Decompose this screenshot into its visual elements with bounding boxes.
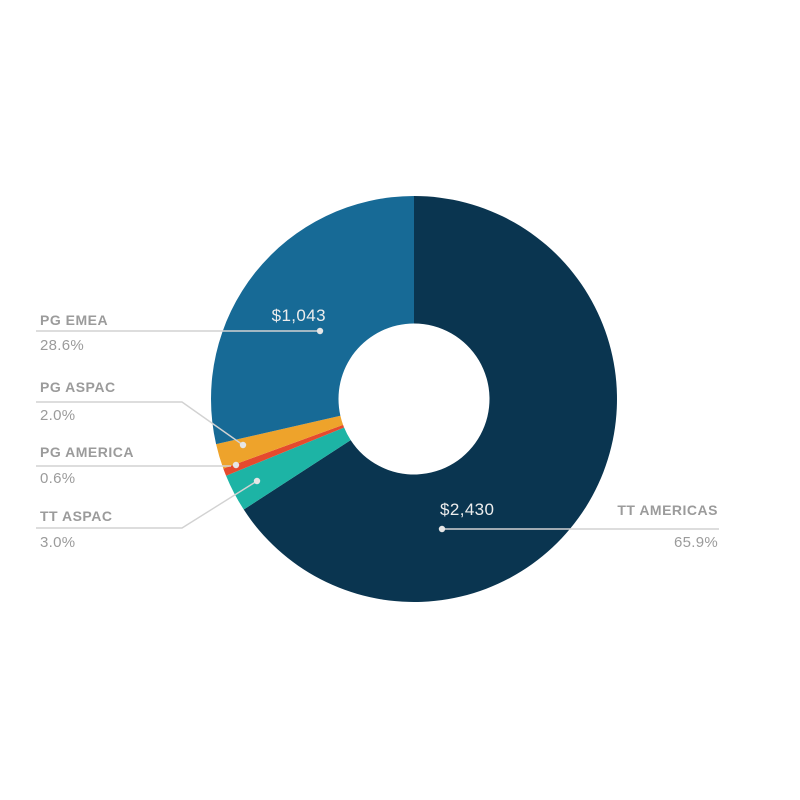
leader-dot-tt-americas [438, 525, 446, 533]
leader-dot-pg-america [232, 461, 240, 469]
pct-pg-aspac: 2.0% [40, 407, 76, 424]
pct-tt-aspac: 3.0% [40, 534, 76, 551]
leader-dot-pg-emea [316, 327, 324, 335]
label-pg-america: PG AMERICA [40, 444, 134, 460]
pct-tt-americas: 65.9% [673, 534, 718, 551]
value-label-pg-emea: $1,043 [271, 306, 326, 325]
label-tt-americas: TT AMERICAS [617, 502, 718, 518]
value-label-tt-americas: $2,430 [440, 500, 495, 519]
label-pg-aspac: PG ASPAC [40, 379, 116, 395]
leader-line-tt-aspac [36, 480, 258, 529]
slice-tt-aspac[interactable] [226, 427, 351, 510]
slice-pg-america[interactable] [223, 424, 345, 476]
leader-dot-tt-aspac [253, 477, 261, 485]
slice-pg-emea[interactable] [211, 196, 414, 445]
pct-pg-emea: 28.6% [40, 337, 85, 354]
slice-tt-americas[interactable] [243, 196, 617, 602]
label-tt-aspac: TT ASPAC [40, 508, 113, 524]
pct-pg-america: 0.6% [40, 470, 76, 487]
leader-line-pg-aspac [36, 401, 244, 446]
slice-pg-aspac[interactable] [216, 415, 344, 469]
leader-dot-pg-aspac [239, 441, 247, 449]
label-pg-emea: PG EMEA [40, 312, 109, 328]
